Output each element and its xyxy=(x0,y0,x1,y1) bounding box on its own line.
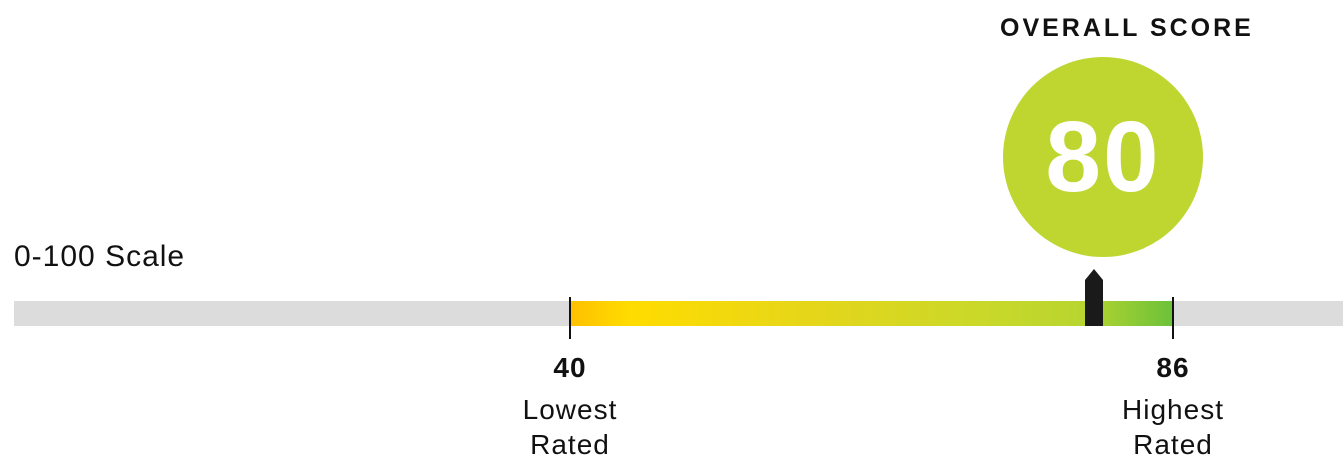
lowest-rated-label-line2: Rated xyxy=(530,429,610,460)
highest-rated-label-line1: Highest xyxy=(1122,394,1224,425)
lowest-rated-value: 40 xyxy=(553,352,587,383)
pointer-marker-icon xyxy=(1085,269,1104,326)
highest-rated-tick xyxy=(1172,297,1174,339)
highest-rated-label: Highest Rated xyxy=(1083,392,1263,462)
highest-rated-label-line2: Rated xyxy=(1133,429,1213,460)
lowest-rated-label: Lowest Rated xyxy=(480,392,660,462)
marker-shape xyxy=(1085,269,1104,326)
lowest-rated-tick xyxy=(569,297,571,339)
rated-range-bar xyxy=(570,301,1173,326)
lowest-rated-label-line1: Lowest xyxy=(522,394,618,425)
scale-label: 0-100 Scale xyxy=(14,240,186,273)
score-value: 80 xyxy=(1045,101,1161,213)
highest-rated-value: 86 xyxy=(1156,352,1190,383)
score-circle: 80 xyxy=(1003,57,1203,257)
overall-score-title: OVERALL SCORE xyxy=(1000,14,1254,42)
